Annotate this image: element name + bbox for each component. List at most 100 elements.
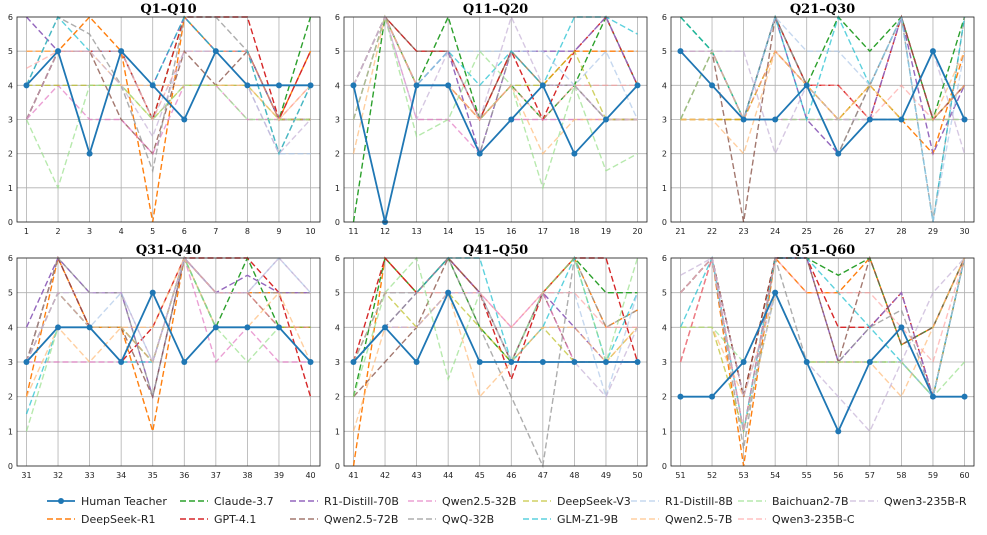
legend-item: Claude-3.7 xyxy=(180,495,274,508)
data-point xyxy=(307,82,314,89)
x-tick-label: 49 xyxy=(601,471,611,480)
x-tick-label: 2 xyxy=(55,227,60,236)
series-line-qwq-32b xyxy=(679,256,966,449)
y-tick-label: 2 xyxy=(662,150,667,159)
legend-label: GPT-4.1 xyxy=(214,513,256,526)
series-line-qwen2-5-72b xyxy=(679,255,966,397)
data-point xyxy=(350,82,357,89)
series-line-r1-distill-8b xyxy=(679,256,966,432)
series-line-qwen3-235b-r xyxy=(25,256,312,364)
data-point xyxy=(740,116,747,123)
data-point xyxy=(961,116,968,123)
panel-title: Q51–Q60 xyxy=(790,243,855,258)
y-tick-label: 3 xyxy=(662,358,667,367)
data-point xyxy=(445,82,452,89)
data-point xyxy=(772,289,779,296)
series-line-qwen3-235b-c xyxy=(352,292,638,363)
x-tick-label: 24 xyxy=(770,227,780,236)
series-line-human-teacher xyxy=(679,49,966,156)
panel-title: Q1–Q10 xyxy=(140,2,196,17)
legend-label: R1-Distill-8B xyxy=(665,495,733,508)
x-tick-label: 50 xyxy=(632,471,642,480)
legend-label: Qwen3-235B-R xyxy=(884,495,967,508)
y-tick-label: 2 xyxy=(8,393,13,402)
legend-label: Human Teacher xyxy=(81,495,167,508)
x-tick-label: 45 xyxy=(475,471,485,480)
x-tick-label: 13 xyxy=(412,227,422,236)
series-line-qwq-32b xyxy=(25,256,311,400)
x-tick-label: 40 xyxy=(305,471,315,480)
x-tick-label: 35 xyxy=(148,471,158,480)
y-tick-label: 2 xyxy=(335,150,340,159)
x-tick-label: 31 xyxy=(21,471,31,480)
x-tick-label: 15 xyxy=(475,227,485,236)
series-line-human-teacher xyxy=(25,49,311,157)
x-tick-label: 54 xyxy=(770,471,780,480)
x-tick-label: 32 xyxy=(53,471,63,480)
legend-item: DeepSeek-R1 xyxy=(47,513,156,526)
y-tick-label: 1 xyxy=(335,427,340,436)
legend-label: Qwen2.5-7B xyxy=(665,513,732,526)
x-tick-label: 37 xyxy=(211,471,221,480)
data-point xyxy=(803,82,810,89)
panel-1: 0 1 2 3 4 5 6 1 2 3 4 5 6 7 8 9 10 Q1–Q10 xyxy=(8,2,321,236)
x-tick-label: 4 xyxy=(119,227,124,236)
data-point xyxy=(677,48,684,55)
data-point xyxy=(929,48,936,55)
data-point xyxy=(476,359,483,365)
data-point xyxy=(709,82,716,89)
x-tick-label: 14 xyxy=(443,227,453,236)
x-tick-label: 52 xyxy=(707,471,717,480)
x-tick-label: 60 xyxy=(959,471,969,480)
legend-item: Qwen2.5-7B xyxy=(631,513,732,526)
legend-item: DeepSeek-V3 xyxy=(523,495,631,508)
y-tick-label: 6 xyxy=(335,254,340,263)
data-point xyxy=(413,82,420,89)
x-tick-label: 25 xyxy=(802,227,812,236)
x-tick-label: 3 xyxy=(87,227,92,236)
x-tick-label: 19 xyxy=(601,227,611,236)
data-point xyxy=(118,48,125,55)
panel-title: Q11–Q20 xyxy=(463,2,528,17)
y-tick-label: 4 xyxy=(8,81,13,90)
legend-label: DeepSeek-R1 xyxy=(81,513,156,526)
panel-title: Q41–Q50 xyxy=(463,243,528,258)
data-point xyxy=(634,359,641,365)
legend-item: GLM-Z1-9B xyxy=(523,513,618,526)
x-tick-label: 12 xyxy=(380,227,390,236)
y-tick-label: 0 xyxy=(8,218,13,227)
axes-frame xyxy=(670,257,975,467)
legend-label: Qwen2.5-32B xyxy=(442,495,516,508)
x-tick-label: 10 xyxy=(305,227,315,236)
y-tick-label: 5 xyxy=(662,289,667,298)
y-tick-label: 4 xyxy=(335,81,340,90)
y-tick-label: 6 xyxy=(8,13,13,22)
y-tick-label: 4 xyxy=(662,323,667,332)
x-tick-label: 36 xyxy=(179,471,189,480)
x-tick-label: 39 xyxy=(274,471,284,480)
x-tick-label: 58 xyxy=(896,471,906,480)
y-tick-label: 3 xyxy=(335,116,340,125)
x-tick-label: 46 xyxy=(506,471,516,480)
data-point xyxy=(961,393,968,400)
series-line-human-teacher xyxy=(25,290,312,364)
x-tick-label: 57 xyxy=(865,471,875,480)
y-tick-label: 5 xyxy=(8,289,13,298)
data-point xyxy=(149,289,156,296)
legend-item: Qwen3-235B-R xyxy=(850,495,967,508)
data-point xyxy=(634,82,641,89)
y-tick-label: 0 xyxy=(662,462,667,471)
legend-label: DeepSeek-V3 xyxy=(557,495,631,508)
series-line-human-teacher xyxy=(680,290,965,434)
y-tick-label: 3 xyxy=(662,116,667,125)
x-tick-label: 21 xyxy=(675,227,685,236)
data-point xyxy=(181,116,188,123)
data-point xyxy=(23,82,30,89)
axes-frame xyxy=(670,16,975,223)
data-point xyxy=(866,359,873,365)
axes-frame xyxy=(16,257,321,467)
x-tick-label: 7 xyxy=(213,227,218,236)
